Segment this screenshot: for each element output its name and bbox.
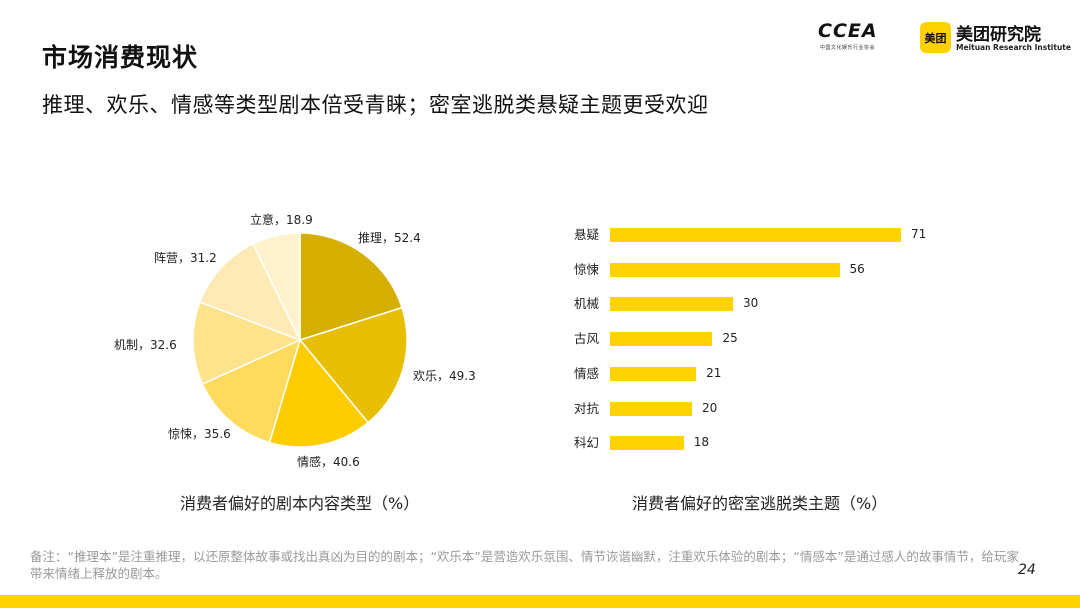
bar-category-label: 悬疑: [574, 227, 600, 242]
pie-slice-label-7: 立意，18.9: [250, 212, 313, 227]
bar-category-label: 对抗: [574, 400, 600, 416]
pie-chart-title: 消费者偏好的剧本内容类型（%）: [180, 494, 420, 513]
pie-slice-7: [251, 232, 301, 341]
bottom-accent-bar: [0, 595, 1080, 608]
bar-category-label: 情感: [574, 365, 600, 381]
meituan-logo-name: 美团研究院: [956, 25, 1041, 45]
meituan-logo-english: Meituan Research Institute: [956, 43, 1071, 52]
bar-value-label: 21: [706, 365, 722, 380]
meituan-badge-icon: 美团: [920, 22, 951, 53]
bar-1: [610, 228, 901, 242]
ccea-logo: CCEA 中国文化娱乐行业协会: [818, 20, 898, 56]
bar-row-6: 对抗 20: [568, 396, 928, 416]
bar-value-label: 25: [722, 331, 738, 346]
pie-slice-2: [298, 306, 408, 424]
bar-row-2: 惊悚 56: [568, 257, 928, 277]
pie-slice-label-5: 机制，32.6: [114, 338, 177, 352]
bar-value-label: 56: [849, 261, 865, 276]
ccea-logo-subtext: 中国文化娱乐行业协会: [820, 45, 876, 51]
pie-slice-label-3: 情感，40.6: [297, 454, 360, 469]
page-subtitle: 推理、欢乐、情感等类型剧本倍受青睐；密室逃脱类悬疑主题更受欢迎: [42, 93, 709, 117]
pie-slice-3: [268, 338, 370, 448]
meituan-research-logo: 美团 美团研究院 Meituan Research Institute: [920, 20, 1071, 56]
bar-category-label: 惊悚: [574, 261, 600, 277]
bar-7: [610, 436, 684, 451]
pie-slice-4: [201, 338, 302, 444]
bar-category-label: 科幻: [574, 435, 600, 451]
bar-4: [610, 332, 713, 347]
footnote: 备注：“推理本”是注重推理，以还原整体故事或找出真凶为目的的剧本；“欢乐本”是营…: [30, 549, 1019, 581]
bar-row-4: 古风 25: [568, 326, 928, 347]
pie-slice-6: [198, 242, 302, 342]
bar-3: [610, 297, 733, 312]
bar-category-label: 古风: [574, 331, 600, 347]
bar-row-5: 情感 21: [568, 361, 928, 381]
bar-value-label: 18: [693, 435, 710, 450]
bar-category-label: 机械: [574, 296, 600, 312]
page-number: 24: [1018, 562, 1036, 578]
bar-value-label: 20: [701, 400, 718, 415]
page-title: 市场消费现状: [42, 43, 199, 72]
pie-slice-label-4: 惊悚，35.6: [168, 426, 231, 441]
bar-value-label: 30: [742, 296, 759, 311]
bar-chart: 悬疑 71 惊悚 56 机械 30 古风 25 情感 21 对抗 20 科幻 18: [568, 222, 928, 462]
bar-row-3: 机械 30: [568, 291, 928, 312]
bar-value-label: 71: [911, 227, 927, 241]
bar-row-7: 科幻 18: [568, 430, 928, 451]
ccea-logo-text: CCEA: [818, 20, 878, 42]
pie-slice-5: [192, 301, 302, 385]
pie-slice-label-2: 欢乐，49.3: [413, 368, 476, 383]
pie-slice-label-6: 阵营，31.2: [154, 251, 217, 265]
pie-slice-label-1: 推理，52.4: [358, 231, 421, 245]
bar-2: [610, 262, 840, 277]
pie-slice-1: [299, 232, 403, 342]
bar-row-1: 悬疑 71: [568, 222, 928, 242]
bar-chart-title: 消费者偏好的密室逃脱类主题（%）: [632, 494, 888, 513]
bar-6: [610, 401, 692, 416]
bar-5: [610, 366, 697, 381]
